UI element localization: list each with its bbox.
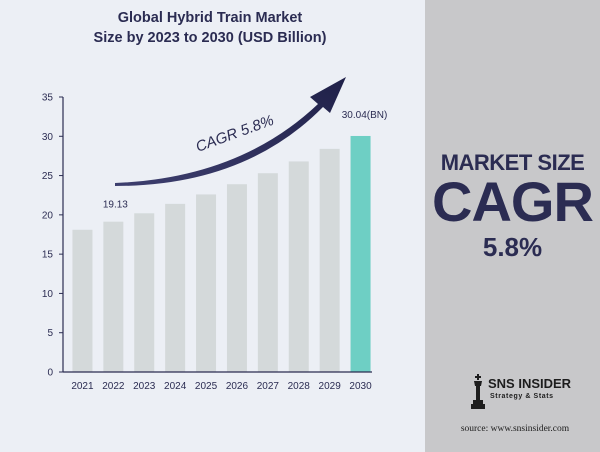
x-tick-label: 2030 bbox=[349, 381, 372, 392]
y-tick-label: 0 bbox=[47, 368, 53, 379]
chart-title: Global Hybrid Train Market Size by 2023 … bbox=[40, 8, 380, 48]
side-panel bbox=[425, 0, 600, 452]
x-tick-label: 2024 bbox=[164, 381, 187, 392]
bar-2027 bbox=[257, 173, 278, 372]
y-tick-label: 15 bbox=[42, 250, 54, 261]
y-tick-label: 5 bbox=[47, 328, 53, 339]
x-tick-label: 2028 bbox=[288, 381, 311, 392]
y-tick-label: 10 bbox=[42, 289, 54, 300]
y-tick-label: 30 bbox=[42, 132, 54, 143]
x-tick-label: 2022 bbox=[102, 381, 125, 392]
x-tick-label: 2027 bbox=[257, 381, 280, 392]
x-tick-label: 2025 bbox=[195, 381, 218, 392]
bar-2024 bbox=[165, 203, 186, 372]
bar-2023 bbox=[134, 213, 155, 372]
x-tick-label: 2021 bbox=[71, 381, 94, 392]
bar-2022 bbox=[103, 221, 124, 372]
cagr-heading: CAGR bbox=[432, 170, 594, 233]
y-axis: 0 5 10 15 20 25 30 35 bbox=[42, 93, 63, 379]
bar-2030 bbox=[350, 135, 371, 372]
bar-2021 bbox=[72, 229, 93, 372]
x-tick-label: 2026 bbox=[226, 381, 249, 392]
source-text: source: www.snsinsider.com bbox=[460, 424, 570, 434]
sns-insider-logo: SNS INSIDER Strategy & Stats bbox=[470, 372, 580, 416]
bar-2025 bbox=[196, 194, 217, 372]
market-size-block: MARKET SIZE CAGR 5.8% bbox=[425, 150, 600, 263]
chart-title-line2: Size by 2023 to 2030 (USD Billion) bbox=[93, 30, 327, 46]
y-tick-label: 35 bbox=[42, 93, 54, 104]
x-tick-label: 2029 bbox=[319, 381, 342, 392]
market-size-label: MARKET SIZE bbox=[440, 150, 585, 175]
end-value-label: 30.04(BN) bbox=[342, 110, 388, 121]
logo-tagline: Strategy & Stats bbox=[490, 393, 554, 400]
cagr-arrow bbox=[115, 77, 346, 186]
start-value-label: 19.13 bbox=[103, 200, 128, 211]
bar-2026 bbox=[226, 184, 247, 372]
x-tick-label: 2023 bbox=[133, 381, 156, 392]
y-tick-label: 20 bbox=[42, 210, 54, 221]
y-tick-label: 25 bbox=[42, 171, 54, 182]
chess-king-icon bbox=[471, 374, 485, 409]
bar-2029 bbox=[319, 148, 340, 372]
logo-name: SNS INSIDER bbox=[488, 376, 572, 391]
bars bbox=[72, 135, 371, 372]
cagr-value: 5.8% bbox=[482, 232, 543, 262]
x-axis-labels: 2021 2022 2023 2024 2025 2026 2027 2028 2029 2030 bbox=[71, 381, 372, 392]
bar-2028 bbox=[288, 161, 309, 372]
chart-title-line1: Global Hybrid Train Market bbox=[117, 10, 303, 26]
